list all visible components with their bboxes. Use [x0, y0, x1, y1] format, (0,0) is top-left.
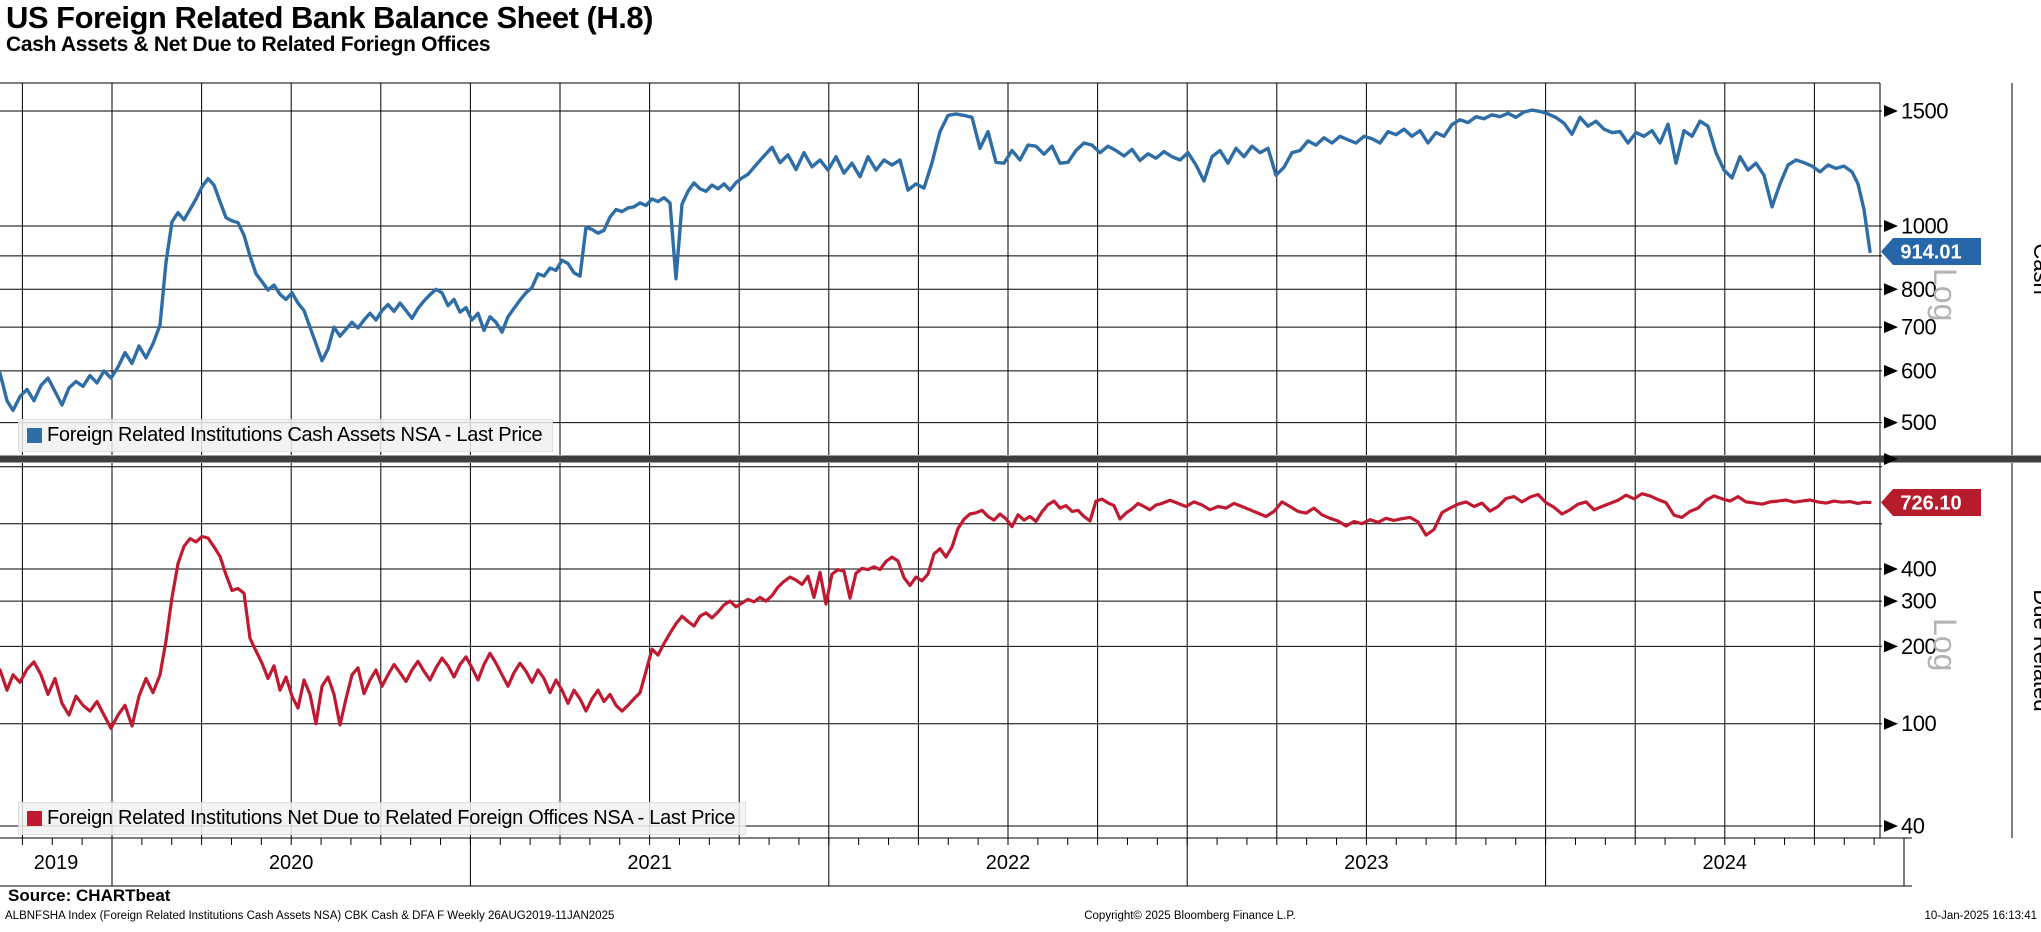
- series-line-top: [0, 108, 1872, 413]
- tick-arrow-icon: [1884, 364, 1898, 377]
- y-tick-label: 400: [1901, 557, 1936, 582]
- year-label: 2024: [1703, 852, 1748, 874]
- chart-subtitle: Cash Assets & Net Due to Related Foriegn…: [6, 33, 491, 56]
- y-tick-label: 300: [1901, 589, 1936, 614]
- tick-arrow-icon: [1884, 220, 1898, 232]
- footer-meta: ALBNFSHA Index (Foreign Related Institut…: [5, 910, 615, 922]
- log-scale-watermark: Log: [1927, 618, 1963, 671]
- axis-title: Cash: [2029, 243, 2041, 294]
- tick-arrow-icon: [1884, 321, 1898, 334]
- legend-net-due[interactable]: Foreign Related Institutions Net Due to …: [18, 802, 747, 835]
- log-scale-watermark: Log: [1927, 268, 1963, 321]
- y-tick-label: 100: [1901, 711, 1936, 736]
- tick-arrow-icon: [1884, 283, 1898, 296]
- y-tick-label: 700: [1901, 315, 1936, 340]
- year-label: 2023: [1344, 852, 1389, 874]
- year-label: 2019: [34, 852, 79, 874]
- y-tick-label: 600: [1901, 358, 1936, 383]
- last-price-badge: [1881, 237, 1981, 265]
- year-label: 2022: [986, 852, 1031, 874]
- chart-title: US Foreign Related Bank Balance Sheet (H…: [6, 0, 653, 35]
- tick-arrow-icon: [1884, 820, 1898, 832]
- y-tick-label: 800: [1901, 277, 1936, 302]
- y-tick-label: 40: [1901, 814, 1925, 839]
- tick-arrow-icon: [1884, 717, 1898, 730]
- tick-arrow-icon: [1884, 563, 1898, 575]
- tick-arrow-icon: [1884, 595, 1898, 608]
- divider-arrow-icon: [1884, 453, 1898, 465]
- cash-legend-label: Foreign Related Institutions Cash Assets…: [47, 424, 543, 446]
- last-price-value: 914.01: [1900, 241, 1961, 263]
- due-legend-swatch-icon: [27, 811, 42, 826]
- last-price-badge: [1881, 488, 1981, 516]
- y-tick-label: 500: [1901, 410, 1936, 435]
- cash-legend-swatch-icon: [27, 428, 42, 443]
- tick-arrow-icon: [1884, 105, 1898, 118]
- footer-copyright: Copyright© 2025 Bloomberg Finance L.P.: [1084, 910, 1296, 922]
- due-legend-label: Foreign Related Institutions Net Due to …: [47, 807, 736, 829]
- panel-top: 1500 1000 800 700 600 500 Log Cash 914.01: [0, 83, 2041, 455]
- tick-arrow-icon: [1884, 640, 1898, 653]
- legend-cash-assets[interactable]: Foreign Related Institutions Cash Assets…: [18, 419, 554, 452]
- footer-datetime: 10-Jan-2025 16:13:41: [1924, 910, 2037, 922]
- footer-source: Source: CHARTbeat: [8, 886, 171, 905]
- year-label: 2020: [269, 852, 314, 874]
- panel-bottom: 400 300 200 100 40 Log Due Related 726.10: [0, 463, 2041, 839]
- panel-divider: [0, 455, 2041, 463]
- y-tick-label: 1500: [1901, 99, 1948, 124]
- last-price-value: 726.10: [1900, 492, 1961, 514]
- series-line-bottom: [0, 492, 1872, 730]
- axis-title: Due Related: [2029, 589, 2041, 711]
- y-tick-label: 200: [1901, 634, 1936, 659]
- tick-arrow-icon: [1884, 416, 1898, 429]
- y-tick-label: 1000: [1901, 214, 1948, 239]
- year-label: 2021: [627, 852, 672, 874]
